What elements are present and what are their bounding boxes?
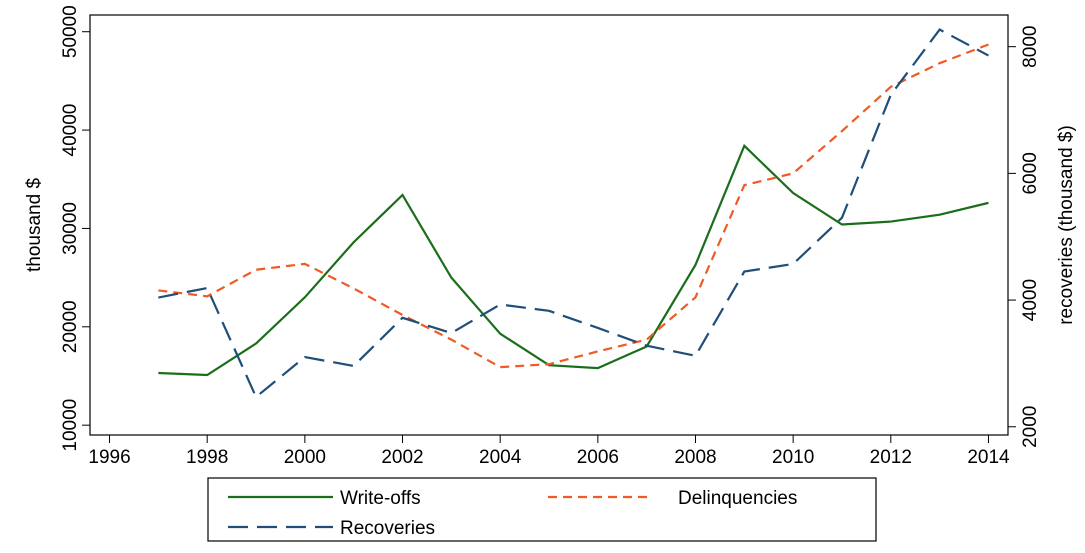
x-tick-label: 2010 — [772, 447, 814, 468]
x-tick-label: 2004 — [479, 447, 522, 468]
x-tick-label: 2012 — [870, 447, 912, 468]
y2-tick-label: 8000 — [1020, 26, 1041, 68]
y-axis-label: thousand $ — [24, 178, 45, 272]
y2-tick-label: 4000 — [1020, 279, 1041, 321]
y-tick-label: 30000 — [60, 202, 81, 255]
series-line — [158, 143, 989, 377]
y2-tick-label: 6000 — [1020, 152, 1041, 194]
legend-label: Delinquencies — [678, 488, 797, 509]
x-tick-label: 1996 — [88, 447, 130, 468]
y-tick-label: 10000 — [60, 399, 81, 452]
x-tick-label: 2002 — [381, 447, 423, 468]
x-tick-label: 2006 — [577, 447, 619, 468]
plot-frame — [89, 14, 1009, 436]
x-tick-label: 1998 — [186, 447, 228, 468]
series-line — [158, 28, 989, 399]
x-tick-label: 2008 — [674, 447, 716, 468]
y2-tick-label: 2000 — [1020, 406, 1041, 448]
x-tick-label: 2000 — [284, 447, 326, 468]
y-tick-label: 40000 — [60, 104, 81, 157]
y2-axis-label: recoveries (thousand $) — [1056, 125, 1077, 325]
y-tick-label: 20000 — [60, 300, 81, 353]
legend-box — [207, 477, 877, 542]
legend-label: Recoveries — [340, 518, 435, 539]
x-tick-label: 2014 — [967, 447, 1010, 468]
y-tick-label: 50000 — [60, 5, 81, 58]
legend-label: Write-offs — [340, 488, 421, 509]
